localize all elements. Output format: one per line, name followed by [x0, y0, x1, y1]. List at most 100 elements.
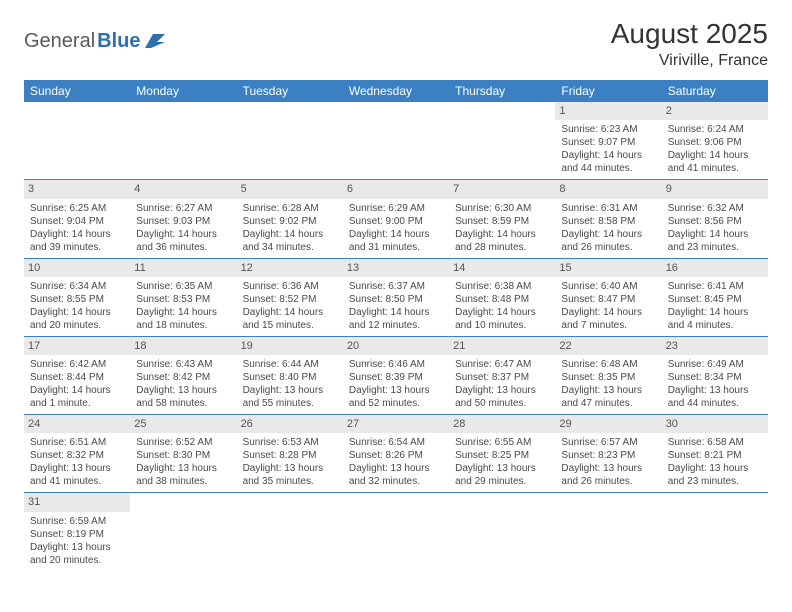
daylight-text: Daylight: 13 hours and 58 minutes. — [136, 384, 230, 410]
page: GeneralBlue August 2025 Viriville, Franc… — [0, 0, 792, 589]
day-cell — [449, 493, 555, 570]
sunset-text: Sunset: 8:19 PM — [30, 528, 124, 541]
day-number: 1 — [555, 102, 661, 120]
week-row: 3Sunrise: 6:25 AMSunset: 9:04 PMDaylight… — [24, 180, 768, 258]
sunrise-text: Sunrise: 6:57 AM — [561, 436, 655, 449]
day-number: 22 — [555, 337, 661, 355]
sunrise-text: Sunrise: 6:31 AM — [561, 202, 655, 215]
sunrise-text: Sunrise: 6:43 AM — [136, 358, 230, 371]
day-cell: 5Sunrise: 6:28 AMSunset: 9:02 PMDaylight… — [237, 180, 343, 257]
day-cell: 1Sunrise: 6:23 AMSunset: 9:07 PMDaylight… — [555, 102, 661, 179]
sunset-text: Sunset: 9:07 PM — [561, 136, 655, 149]
sunset-text: Sunset: 8:56 PM — [668, 215, 762, 228]
day-number: 8 — [555, 180, 661, 198]
day-cell: 25Sunrise: 6:52 AMSunset: 8:30 PMDayligh… — [130, 415, 236, 492]
day-number: 19 — [237, 337, 343, 355]
day-number: 6 — [343, 180, 449, 198]
flag-icon — [145, 34, 165, 48]
header: GeneralBlue August 2025 Viriville, Franc… — [24, 18, 768, 70]
sunset-text: Sunset: 8:25 PM — [455, 449, 549, 462]
sunset-text: Sunset: 8:52 PM — [243, 293, 337, 306]
sunrise-text: Sunrise: 6:24 AM — [668, 123, 762, 136]
sunset-text: Sunset: 9:00 PM — [349, 215, 443, 228]
daylight-text: Daylight: 14 hours and 34 minutes. — [243, 228, 337, 254]
sunrise-text: Sunrise: 6:41 AM — [668, 280, 762, 293]
day-number: 3 — [24, 180, 130, 198]
sunset-text: Sunset: 8:23 PM — [561, 449, 655, 462]
day-number: 18 — [130, 337, 236, 355]
day-cell: 30Sunrise: 6:58 AMSunset: 8:21 PMDayligh… — [662, 415, 768, 492]
daylight-text: Daylight: 13 hours and 41 minutes. — [30, 462, 124, 488]
daylight-text: Daylight: 13 hours and 44 minutes. — [668, 384, 762, 410]
day-number: 20 — [343, 337, 449, 355]
sunrise-text: Sunrise: 6:28 AM — [243, 202, 337, 215]
sunrise-text: Sunrise: 6:52 AM — [136, 436, 230, 449]
daylight-text: Daylight: 14 hours and 4 minutes. — [668, 306, 762, 332]
daylight-text: Daylight: 14 hours and 12 minutes. — [349, 306, 443, 332]
day-number: 26 — [237, 415, 343, 433]
sunrise-text: Sunrise: 6:23 AM — [561, 123, 655, 136]
sunrise-text: Sunrise: 6:29 AM — [349, 202, 443, 215]
sunrise-text: Sunrise: 6:47 AM — [455, 358, 549, 371]
day-cell: 2Sunrise: 6:24 AMSunset: 9:06 PMDaylight… — [662, 102, 768, 179]
daylight-text: Daylight: 14 hours and 36 minutes. — [136, 228, 230, 254]
daylight-text: Daylight: 13 hours and 50 minutes. — [455, 384, 549, 410]
day-cell — [130, 493, 236, 570]
day-cell: 8 Sunrise: 6:31 AMSunset: 8:58 PMDaylight… — [555, 180, 661, 257]
sunset-text: Sunset: 8:21 PM — [668, 449, 762, 462]
daylight-text: Daylight: 14 hours and 20 minutes. — [30, 306, 124, 332]
day-cell: 23Sunrise: 6:49 AMSunset: 8:34 PMDayligh… — [662, 337, 768, 414]
day-number: 15 — [555, 259, 661, 277]
day-cell: 26Sunrise: 6:53 AMSunset: 8:28 PMDayligh… — [237, 415, 343, 492]
day-number: 29 — [555, 415, 661, 433]
sunrise-text: Sunrise: 6:32 AM — [668, 202, 762, 215]
daylight-text: Daylight: 13 hours and 38 minutes. — [136, 462, 230, 488]
sunrise-text: Sunrise: 6:38 AM — [455, 280, 549, 293]
day-cell: 19Sunrise: 6:44 AMSunset: 8:40 PMDayligh… — [237, 337, 343, 414]
day-number: 16 — [662, 259, 768, 277]
day-cell: 20Sunrise: 6:46 AMSunset: 8:39 PMDayligh… — [343, 337, 449, 414]
daylight-text: Daylight: 14 hours and 26 minutes. — [561, 228, 655, 254]
daylight-text: Daylight: 14 hours and 39 minutes. — [30, 228, 124, 254]
sunrise-text: Sunrise: 6:51 AM — [30, 436, 124, 449]
sunset-text: Sunset: 8:59 PM — [455, 215, 549, 228]
daylight-text: Daylight: 14 hours and 1 minute. — [30, 384, 124, 410]
day-number: 12 — [237, 259, 343, 277]
sunset-text: Sunset: 8:47 PM — [561, 293, 655, 306]
day-number: 27 — [343, 415, 449, 433]
sunrise-text: Sunrise: 6:44 AM — [243, 358, 337, 371]
sunrise-text: Sunrise: 6:59 AM — [30, 515, 124, 528]
weekday-header: Thursday — [449, 80, 555, 102]
day-cell — [237, 493, 343, 570]
sunset-text: Sunset: 9:02 PM — [243, 215, 337, 228]
daylight-text: Daylight: 13 hours and 29 minutes. — [455, 462, 549, 488]
daylight-text: Daylight: 13 hours and 32 minutes. — [349, 462, 443, 488]
sunset-text: Sunset: 8:58 PM — [561, 215, 655, 228]
brand-logo: GeneralBlue — [24, 18, 165, 53]
day-cell — [130, 102, 236, 179]
sunset-text: Sunset: 8:44 PM — [30, 371, 124, 384]
sunset-text: Sunset: 9:03 PM — [136, 215, 230, 228]
sunset-text: Sunset: 8:34 PM — [668, 371, 762, 384]
sunrise-text: Sunrise: 6:46 AM — [349, 358, 443, 371]
sunrise-text: Sunrise: 6:25 AM — [30, 202, 124, 215]
sunset-text: Sunset: 9:04 PM — [30, 215, 124, 228]
sunrise-text: Sunrise: 6:36 AM — [243, 280, 337, 293]
sunrise-text: Sunrise: 6:54 AM — [349, 436, 443, 449]
sunrise-text: Sunrise: 6:55 AM — [455, 436, 549, 449]
sunrise-text: Sunrise: 6:58 AM — [668, 436, 762, 449]
sunset-text: Sunset: 8:39 PM — [349, 371, 443, 384]
day-cell: 13Sunrise: 6:37 AMSunset: 8:50 PMDayligh… — [343, 259, 449, 336]
daylight-text: Daylight: 14 hours and 31 minutes. — [349, 228, 443, 254]
daylight-text: Daylight: 13 hours and 26 minutes. — [561, 462, 655, 488]
day-number: 28 — [449, 415, 555, 433]
day-cell — [449, 102, 555, 179]
sunrise-text: Sunrise: 6:40 AM — [561, 280, 655, 293]
weeks-container: 1 Sunrise: 6:23 AMSunset: 9:07 PM Daylight… — [24, 102, 768, 571]
location-title: Viriville, France — [611, 52, 768, 70]
daylight-text: Daylight: 14 hours and 7 minutes. — [561, 306, 655, 332]
day-number: 21 — [449, 337, 555, 355]
sunrise-text: Sunrise: 6:49 AM — [668, 358, 762, 371]
week-row: 1Sunrise: 6:23 AMSunset: 9:07 PMDaylight… — [24, 102, 768, 180]
day-number: 10 — [24, 259, 130, 277]
